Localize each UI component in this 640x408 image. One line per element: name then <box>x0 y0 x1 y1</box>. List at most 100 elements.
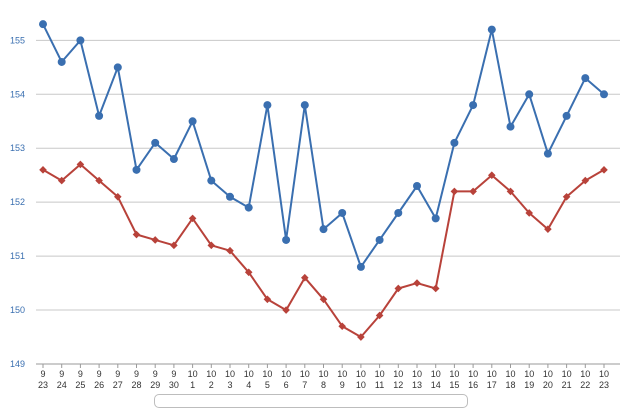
series-2-point <box>114 192 122 201</box>
y-tick-label: 153 <box>10 143 25 153</box>
series-1-point <box>319 225 328 234</box>
series-2-point <box>39 166 47 174</box>
y-tick-label: 154 <box>10 89 25 99</box>
y-tick-label: 150 <box>10 305 25 315</box>
x-tick-label: 10 13 <box>412 369 422 390</box>
series-1-point <box>375 235 384 244</box>
x-tick-label: 9 30 <box>169 369 179 390</box>
x-tick-label: 10 16 <box>468 369 478 390</box>
series-1-point <box>132 165 141 174</box>
x-tick-label: 10 18 <box>505 369 515 390</box>
series-2-point <box>95 176 103 185</box>
series-1-point <box>356 262 365 271</box>
x-tick-label: 9 27 <box>113 369 123 390</box>
series-1-point <box>469 101 478 110</box>
x-tick-label: 10 15 <box>449 369 459 390</box>
x-tick-label: 10 5 <box>262 369 272 390</box>
x-tick-label: 10 10 <box>356 369 366 390</box>
series-2-point <box>450 187 459 196</box>
x-tick-label: 10 6 <box>281 369 291 390</box>
x-tick-label: 10 14 <box>431 369 441 390</box>
x-tick-label: 9 29 <box>150 369 160 390</box>
series-1-point <box>95 111 104 120</box>
x-tick-label: 10 20 <box>543 369 553 390</box>
x-tick-label: 9 25 <box>75 369 85 390</box>
series-1-point <box>76 36 85 45</box>
y-tick-label: 149 <box>10 359 25 369</box>
series-2-point <box>394 284 403 293</box>
series-2-point <box>581 176 590 185</box>
series-1-point <box>188 117 197 126</box>
x-tick-label: 9 23 <box>38 369 48 390</box>
series-1-point <box>300 101 309 110</box>
x-tick-label: 10 2 <box>206 369 216 390</box>
series-2-point <box>76 160 85 169</box>
series-1-point <box>525 90 534 99</box>
series-1-point <box>57 57 66 66</box>
legend-box <box>154 394 468 408</box>
x-tick-label: 10 23 <box>599 369 609 390</box>
series-2-point <box>375 311 384 320</box>
x-tick-label: 10 19 <box>524 369 534 390</box>
x-tick-label: 10 21 <box>562 369 572 390</box>
series-2-point <box>413 279 421 287</box>
series-1-point <box>244 203 253 212</box>
series-2-point <box>469 187 477 196</box>
series-2-point <box>132 230 141 239</box>
series-1-point <box>450 138 459 147</box>
x-tick-label: 10 7 <box>300 369 310 390</box>
series-2-point <box>282 306 290 314</box>
y-axis-tick-labels: 149 150 151 152 153 154 155 <box>10 35 25 369</box>
series-2-point <box>544 225 552 233</box>
series-1-point <box>506 122 515 131</box>
x-tick-label: 10 12 <box>393 369 403 390</box>
series-2-point <box>506 187 515 196</box>
series-2-point <box>525 209 533 217</box>
x-tick-label: 9 28 <box>131 369 141 390</box>
series-1-point <box>282 235 291 244</box>
x-tick-label: 10 8 <box>318 369 328 390</box>
series-1-point <box>431 214 440 223</box>
x-tick-label: 10 22 <box>580 369 590 390</box>
series-2-point <box>151 236 159 244</box>
y-tick-label: 151 <box>10 251 25 261</box>
x-tick-label: 9 24 <box>57 369 67 390</box>
series-2-point <box>57 176 66 185</box>
series-1-point <box>263 101 272 110</box>
series-2-point <box>226 246 234 255</box>
series-1-point <box>581 74 590 83</box>
series-1-point <box>543 149 552 158</box>
series-1-point <box>338 208 347 217</box>
series-2-point <box>170 241 178 250</box>
x-tick-label: 10 4 <box>244 369 254 390</box>
series-2-point <box>562 192 571 201</box>
x-tick-label: 10 9 <box>337 369 347 390</box>
x-tick-label: 10 17 <box>487 369 497 390</box>
series-2-point <box>431 284 440 293</box>
series-2-point <box>188 214 197 223</box>
series-1-point <box>169 155 178 164</box>
gridlines <box>36 39 620 365</box>
x-axis-tick-labels: 9 23 9 24 9 25 9 26 9 27 9 28 9 29 9 30 10 1 10 2 10 3 10 4 10 5 1… <box>38 364 609 390</box>
series-2-point <box>301 273 309 282</box>
series-1-point <box>562 111 571 120</box>
series-1-point <box>394 208 403 217</box>
series-2-point <box>207 241 216 250</box>
x-tick-label: 10 1 <box>188 369 198 390</box>
x-tick-label: 10 3 <box>225 369 235 390</box>
series-1-point <box>600 90 608 99</box>
series-2-point <box>263 295 272 304</box>
series-group <box>39 20 608 341</box>
series-1-point <box>226 192 234 201</box>
series-2-point <box>338 322 346 331</box>
series-2-point <box>488 171 496 180</box>
series-2-point <box>319 295 328 304</box>
series-1-point <box>207 176 216 185</box>
y-tick-label: 155 <box>10 35 25 45</box>
series-1-point <box>487 25 496 34</box>
series-1-point <box>113 63 122 72</box>
series-2-point <box>244 268 253 277</box>
series-2-point <box>357 333 365 341</box>
series-2-line <box>42 163 605 338</box>
